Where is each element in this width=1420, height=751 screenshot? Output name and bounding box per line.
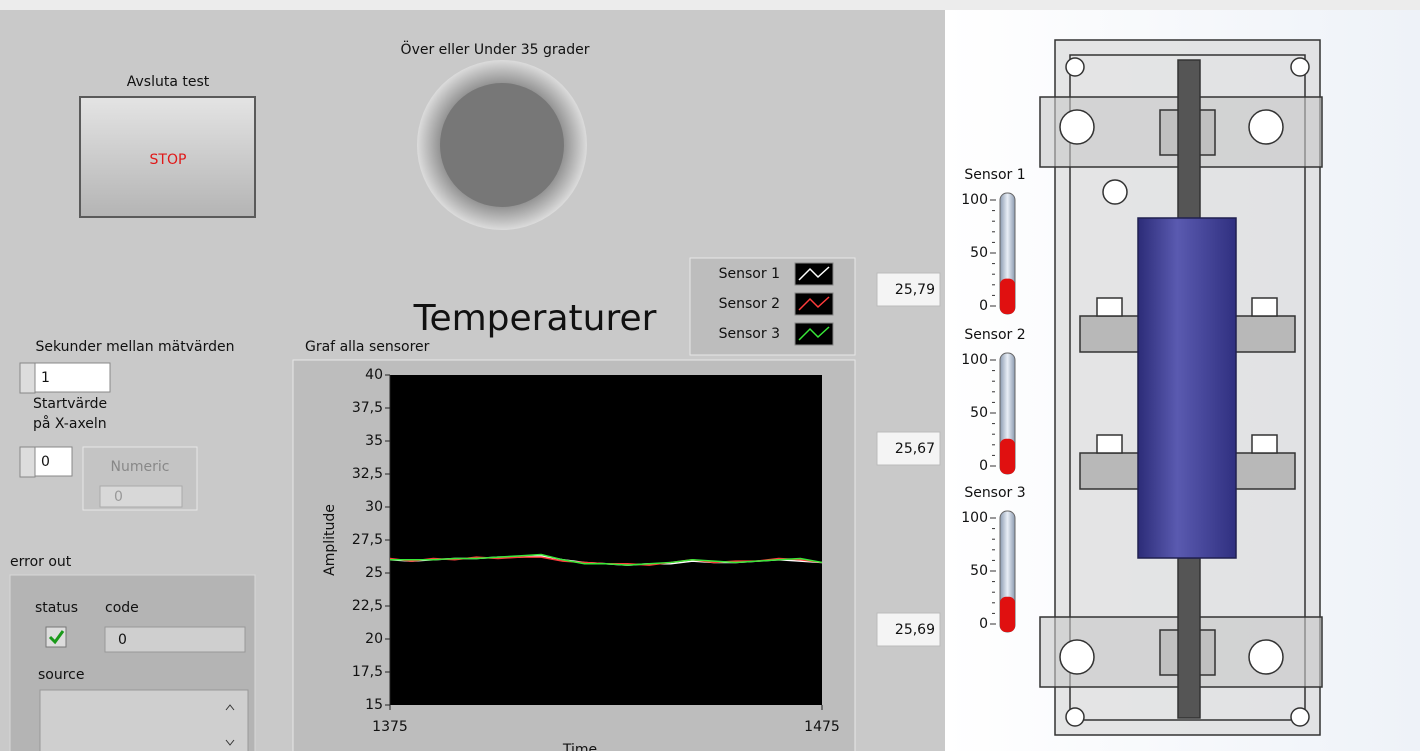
thermometer-tick-label: 0 [979,458,988,474]
y-tick-label: 27,5 [352,532,383,548]
y-tick-label: 35 [365,433,383,449]
cad-drawing [1040,40,1322,735]
thermometer-fill [1000,439,1015,474]
legend-label: Sensor 3 [719,326,780,342]
led[interactable] [440,83,564,207]
thermometer-tick-label: 0 [979,616,988,632]
top-strip [0,0,1420,10]
start-label-1: Startvärde [33,396,107,412]
thermometer-label: Sensor 1 [964,167,1025,183]
legend-label: Sensor 2 [719,296,780,312]
numeric-display-value: 25,67 [895,441,935,457]
chart-title: Temperaturer [413,298,657,339]
thermometer-tick-label: 50 [970,405,988,421]
thermometer-label: Sensor 2 [964,327,1025,343]
y-tick-label: 32,5 [352,466,383,482]
page: {"chart_data": {"type": "line", "title":… [0,0,1420,751]
y-tick-label: 30 [365,499,383,515]
interval-value[interactable]: 1 [41,370,50,386]
x-tick-label: 1475 [804,719,840,735]
legend-label: Sensor 1 [719,266,780,282]
source-box [40,690,248,751]
code-value: 0 [118,632,127,648]
y-tick-label: 25 [365,565,383,581]
plot-area [390,375,822,705]
numeric-display-value: 25,79 [895,282,935,298]
y-tick-label: 15 [365,697,383,713]
numeric-display-value: 25,69 [895,622,935,638]
thermometer-fill [1000,597,1015,632]
source-label: source [38,667,85,683]
start-spinner[interactable] [20,447,35,477]
x-tick-label: 1375 [372,719,408,735]
y-axis-label: Amplitude [322,504,338,576]
thermometer-tick-label: 50 [970,563,988,579]
start-label-2: på X-axeln [33,415,107,432]
y-tick-label: 17,5 [352,664,383,680]
chart-subtitle: Graf alla sensorer [305,339,430,355]
interval-label: Sekunder mellan mätvärden [35,339,234,355]
code-label: code [105,600,139,616]
thermometer-fill [1000,279,1015,314]
front-panel: Avsluta test STOP Över eller Under 35 gr… [0,0,1420,751]
thermometer-tick-label: 100 [961,352,988,368]
thermometer-tick-label: 50 [970,245,988,261]
error-title: error out [10,554,72,570]
y-tick-label: 37,5 [352,400,383,416]
y-tick-label: 20 [365,631,383,647]
thermometer-tick-label: 100 [961,510,988,526]
interval-spinner[interactable] [20,363,35,393]
y-tick-label: 22,5 [352,598,383,614]
led-label: Över eller Under 35 grader [401,40,590,58]
x-axis-label: Time [562,742,597,751]
thermometer-label: Sensor 3 [964,485,1025,501]
thermometer-tick-label: 100 [961,192,988,208]
start-value[interactable]: 0 [41,454,50,470]
y-tick-label: 40 [365,367,383,383]
stop-label: Avsluta test [127,74,210,90]
numeric-input [100,486,182,507]
numeric-label: Numeric [111,459,170,475]
numeric-value: 0 [114,489,123,505]
stop-text[interactable]: STOP [150,152,187,168]
status-label: status [35,600,78,616]
status-indicator [46,627,66,647]
thermometer-tick-label: 0 [979,298,988,314]
